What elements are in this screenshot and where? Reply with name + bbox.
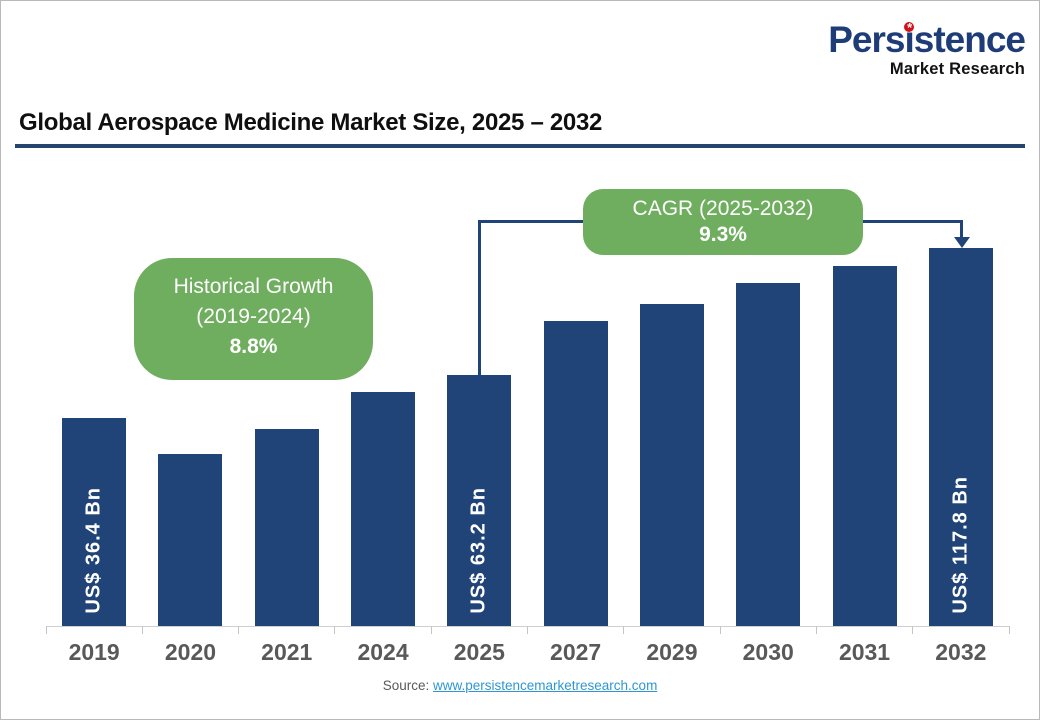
bar-2030	[736, 283, 801, 626]
bar-value-label-2025: US$ 63.2 Bn	[467, 487, 490, 614]
bar-value-label-2032: US$ 117.8 Bn	[949, 476, 972, 614]
bar-cell-2024	[335, 248, 431, 626]
x-axis-label-2027: 2027	[550, 639, 602, 665]
x-axis-tick	[334, 626, 336, 634]
bar-cell-2020	[142, 248, 238, 626]
x-axis-tick	[719, 626, 721, 634]
x-axis-tick	[623, 626, 625, 634]
x-axis-tick	[1008, 626, 1010, 634]
bar-2019: US$ 36.4 Bn	[62, 418, 127, 626]
brand-star-dot-icon	[904, 22, 915, 32]
bar-cell-2030	[720, 248, 816, 626]
x-axis-tick	[912, 626, 914, 634]
callout-cagr: CAGR (2025-2032) 9.3%	[583, 189, 863, 255]
bar-cell-2031	[816, 248, 912, 626]
bar-2021	[254, 429, 319, 626]
brand-letter-i: ı	[904, 19, 915, 60]
bar-cell-2025: US$ 63.2 Bn	[431, 248, 527, 626]
bar-2029	[639, 304, 704, 626]
brand-dotless-i: ı	[904, 19, 914, 60]
x-axis-tick	[238, 626, 240, 634]
bar-2024	[351, 392, 416, 626]
x-axis-tick	[815, 626, 817, 634]
bar-2025: US$ 63.2 Bn	[447, 375, 512, 626]
x-axis-label-2024: 2024	[357, 639, 409, 665]
title-underline	[15, 144, 1025, 148]
x-axis-label-2025: 2025	[453, 639, 505, 665]
brand-name-part: Pers	[828, 19, 905, 60]
bar-2031	[832, 266, 897, 626]
bar-2027	[543, 321, 608, 626]
bar-value-label-2019: US$ 36.4 Bn	[82, 487, 105, 614]
x-axis-label-2030: 2030	[742, 639, 794, 665]
x-axis-label-2020: 2020	[164, 639, 217, 665]
connector-horizontal-left	[478, 220, 584, 223]
callout-line: CAGR (2025-2032)	[632, 197, 814, 220]
bar-cell-2019: US$ 36.4 Bn	[46, 248, 142, 626]
brand-tagline: Market Research	[889, 60, 1025, 78]
x-axis-label-2021: 2021	[261, 639, 313, 665]
x-axis-ticks	[45, 626, 1010, 634]
page-title: Global Aerospace Medicine Market Size, 2…	[19, 109, 603, 136]
callout-historical-growth: Historical Growth (2019-2024) 8.8%	[134, 258, 373, 380]
x-axis-label-2029: 2029	[646, 639, 698, 665]
source-label: Source:	[382, 678, 430, 693]
callout-line: (2019-2024)	[196, 304, 311, 328]
x-axis-tick	[45, 626, 47, 634]
bars-row: US$ 36.4 Bn US$ 63.2 Bn US$ 117.8 Bn	[46, 248, 1009, 626]
callout-line: Historical Growth	[173, 275, 334, 298]
bar-cell-2029	[624, 248, 720, 626]
x-axis-tick	[141, 626, 143, 634]
bar-cell-2021	[239, 248, 335, 626]
connector-vertical-2025	[478, 220, 481, 376]
connector-vertical-2032	[960, 220, 963, 239]
source-link[interactable]: www.persistencemarketresearch.com	[432, 678, 658, 693]
callout-value: 9.3%	[699, 223, 747, 247]
bar-cell-2032: US$ 117.8 Bn	[913, 248, 1009, 626]
brand-name-part: stence	[913, 19, 1026, 60]
x-axis-label-2019: 2019	[68, 639, 120, 665]
bar-2032: US$ 117.8 Bn	[928, 248, 993, 626]
source-row: Source: www.persistencemarketresearch.co…	[1, 678, 1039, 693]
x-axis-labels: 2019 2020 2021 2024 2025 2027 2029 2030 2031 2032	[46, 639, 1009, 666]
connector-horizontal-right	[861, 220, 963, 223]
x-axis-label-2031: 2031	[838, 639, 891, 665]
connector-arrow-down-icon	[954, 237, 970, 248]
brand-name: Persıstence	[828, 19, 1026, 60]
x-axis-tick	[527, 626, 528, 634]
brand-logo: Persıstence Market Research	[828, 19, 1026, 78]
bar-2020	[158, 454, 223, 626]
bar-cell-2027	[527, 248, 623, 626]
x-axis-tick	[430, 626, 432, 634]
callout-value: 8.8%	[229, 334, 278, 358]
x-axis-label-2032: 2032	[935, 639, 987, 665]
